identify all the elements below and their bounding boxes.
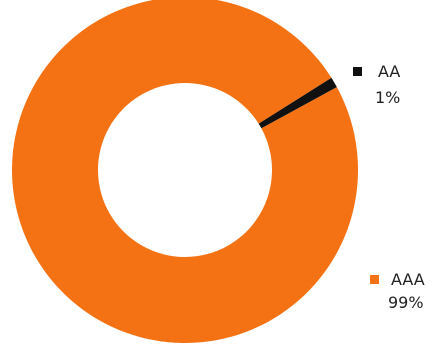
legend-value-aaa: 99% xyxy=(388,293,424,312)
legend-entry-aaa: AAA 99% xyxy=(370,270,425,312)
legend-entry-aa: AA 1% xyxy=(353,62,400,107)
legend: AA 1% AAA 99% xyxy=(353,62,425,312)
donut-slice-aa[interactable] xyxy=(258,77,337,129)
legend-swatch-aaa xyxy=(370,275,379,284)
donut-slice-aaa[interactable] xyxy=(12,0,359,344)
legend-label-aa: AA xyxy=(378,62,400,81)
legend-value-aa: 1% xyxy=(375,88,400,107)
legend-label-aaa: AAA xyxy=(391,270,425,289)
donut-slices xyxy=(12,0,359,344)
legend-swatch-aa xyxy=(353,67,362,76)
